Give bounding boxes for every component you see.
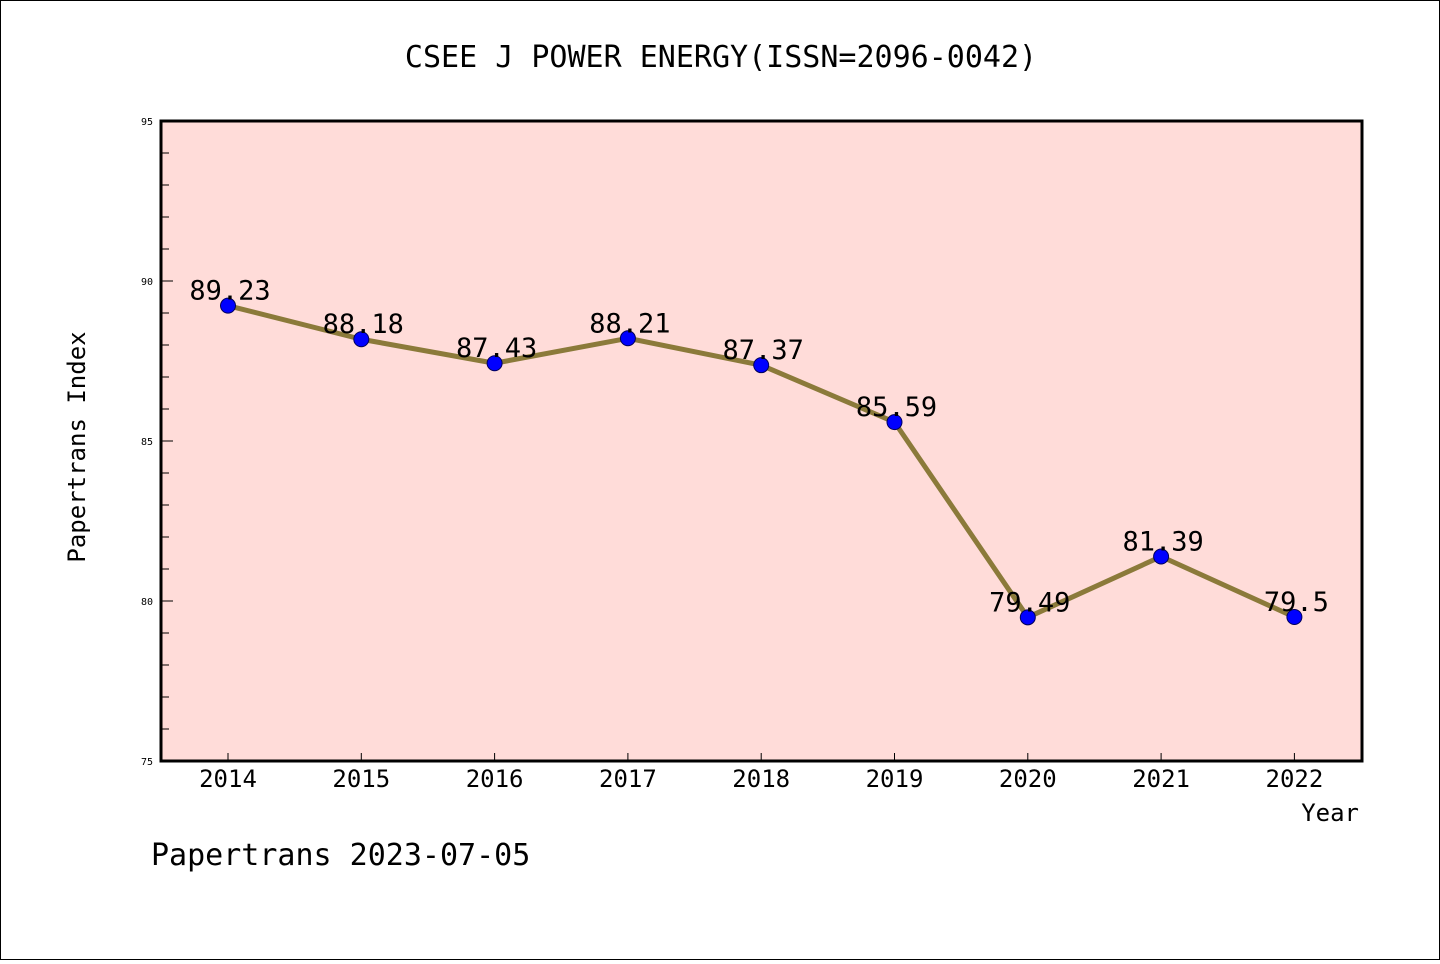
data-label: 89.23 [189,276,270,307]
data-label: 81.39 [1122,527,1203,558]
footer-text: Papertrans 2023-07-05 [151,838,530,873]
y-axis-label: Papertrans Index [63,331,91,562]
data-point [619,330,636,347]
data-label: 85.59 [856,392,937,423]
data-label: 88.18 [323,309,404,340]
data-label: 87.37 [723,335,804,366]
data-point [486,355,503,372]
x-tick-label: 2019 [866,765,924,793]
x-axis-label: Year [1301,799,1359,827]
data-point [886,414,903,431]
y-tick-label: 80 [141,597,153,608]
x-tick-label: 2020 [999,765,1057,793]
data-labels-layer: 89.23 88.18 87.43 88.21 87.37 85.59 79.49 81.39… [189,276,1329,619]
y-tick-label: 90 [141,277,153,288]
data-point [220,297,236,314]
data-label: 79.49 [989,587,1070,618]
data-point [753,357,770,374]
plot-area [159,119,1364,763]
data-point [353,331,370,348]
x-tick-label: 2016 [466,765,524,793]
y-tick-label: 85 [141,437,153,448]
chart-title: CSEE J POWER ENERGY(ISSN=2096-0042) [405,40,1037,75]
data-label: 79.5 [1264,587,1329,618]
data-point [1286,609,1303,625]
x-tick-label: 2022 [1266,765,1324,793]
series-line-layer [220,297,1303,626]
x-tick-label: 2017 [599,765,657,793]
x-tick-label: 2018 [732,765,790,793]
data-point [1019,609,1036,626]
x-axis: 2014 2015 2016 2017 2018 2019 2020 2021 2022 [199,753,1323,793]
y-tick-label: 95 [141,117,153,128]
x-tick-label: 2014 [199,765,257,793]
y-axis: 75 80 85 90 95 [141,117,173,768]
data-point [1153,548,1170,565]
data-label: 88.21 [589,308,670,339]
y-tick-label: 75 [141,757,153,768]
data-label: 87.43 [456,333,537,364]
x-tick-label: 2015 [332,765,390,793]
x-tick-label: 2021 [1132,765,1190,793]
